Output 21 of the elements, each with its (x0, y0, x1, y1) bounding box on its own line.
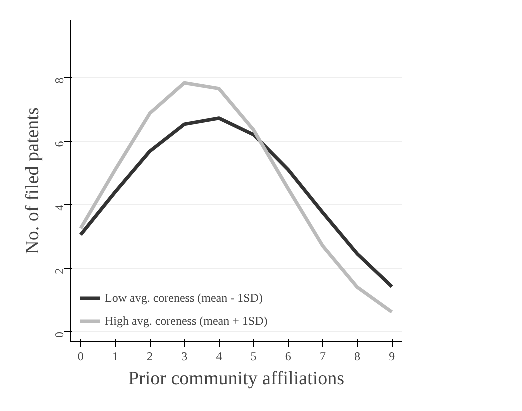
legend-label: High avg. coreness (mean + 1SD) (105, 314, 268, 328)
x-tick-label: 7 (320, 350, 326, 364)
x-tick-label: 0 (78, 350, 84, 364)
x-tick-label: 8 (354, 350, 361, 364)
line-series (79, 116, 394, 289)
legend-label: Low avg. coreness (mean - 1SD) (105, 290, 263, 306)
x-tick-label: 4 (216, 350, 222, 364)
y-tick-label: 2 (52, 268, 66, 274)
x-axis-title: Prior community affiliations (128, 368, 345, 390)
x-tick-label: 5 (250, 350, 257, 364)
x-tick-label: 3 (182, 350, 188, 364)
x-tick-label: 2 (147, 350, 154, 364)
y-tick-label: 8 (52, 78, 66, 84)
y-axis-title: No. of filed patents (22, 108, 44, 254)
x-tick-label: 6 (285, 350, 292, 364)
line-series (79, 81, 394, 314)
x-tick-label: 9 (389, 350, 396, 364)
y-tick-label: 4 (52, 204, 66, 211)
y-tick-label: 0 (52, 332, 66, 338)
y-tick-label: 6 (52, 141, 66, 148)
x-tick-label: 1 (112, 350, 118, 364)
